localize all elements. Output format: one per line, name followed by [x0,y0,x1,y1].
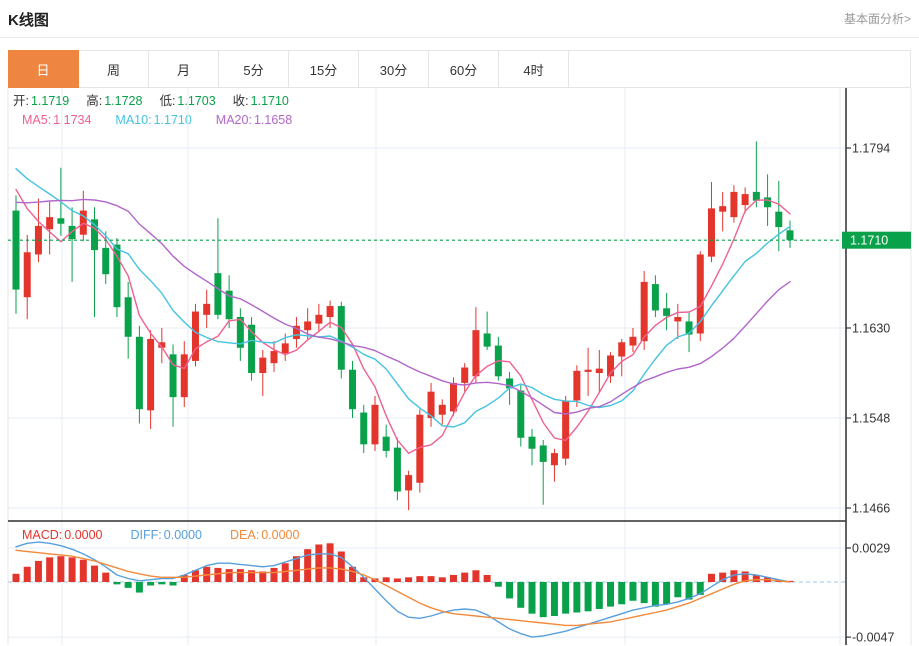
legend-label-ma20: MA20: [215,113,252,127]
legend-value-ma20: 1.1658 [253,113,293,127]
price-tick-label-3: 1.1466 [852,502,890,516]
legend-label-macd: MACD: [22,528,63,542]
candles-layer [12,141,794,511]
ma20-line [15,198,791,415]
legend-value-open: 1.1719 [30,94,70,108]
ma-legend-item-ma5: MA5: 1.1734 [22,113,91,128]
legend-label-ma10: MA10: [115,113,152,127]
legend-value-close: 1.1710 [250,94,289,108]
legend-label-diff: DIFF: [130,528,162,542]
current-price-badge-label: 1.1710 [850,234,888,248]
legend-label-ma5: MA5: [22,113,52,127]
macd-legend-item-diff: DIFF: 0.0000 [131,528,202,543]
macd-legend-item-macd: MACD: 0.0000 [22,528,103,543]
price-tick-label-0: 1.1794 [852,142,890,156]
fundamental-analysis-link[interactable]: 基本面分析> [843,12,911,26]
legend-value-low: 1.1703 [177,94,216,108]
ohlc-legend-item-close: 收: 1.1710 [233,94,289,109]
price-tick-label-2: 1.1548 [852,412,890,426]
ma-legend: MA5: 1.1734 MA10: 1.1710 MA20: 1.1658 [22,113,292,128]
ohlc-legend-item-low: 低: 1.1703 [159,94,215,109]
ma10-line [15,167,791,428]
current-price-badge [842,231,911,249]
legend-value-diff: 0.0000 [163,528,202,542]
legend-label-dea: DEA: [230,528,260,542]
macd-tick-label-0: 0.0029 [852,542,890,556]
tab-15min[interactable]: 15分 [289,51,359,87]
tab-30min[interactable]: 30分 [359,51,429,87]
diff-line [15,541,791,638]
legend-label-high: 高: [86,94,103,108]
macd-legend-item-dea: DEA: 0.0000 [230,528,299,543]
ma-legend-item-ma10: MA10: 1.1710 [115,113,191,128]
macd-legend: MACD: 0.0000 DIFF: 0.0000 DEA: 0.0000 [22,528,299,543]
macd-histogram-layer [12,543,794,618]
legend-value-macd: 0.0000 [64,528,103,542]
tab-4hour[interactable]: 4时 [499,51,569,87]
dea-line [15,549,791,627]
price-tick-label-1: 1.1630 [852,322,890,336]
legend-value-high: 1.1728 [104,94,143,108]
legend-label-low: 低: [159,94,176,108]
ma-legend-item-ma20: MA20: 1.1658 [216,113,292,128]
page-title: K线图 [8,12,49,29]
ohlc-legend-item-high: 高: 1.1728 [86,94,142,109]
legend-value-dea: 0.0000 [261,528,300,542]
ma5-line [15,188,791,454]
tab-week[interactable]: 周 [79,51,149,87]
tab-60min[interactable]: 60分 [429,51,499,87]
tab-day[interactable]: 日 [8,50,79,88]
legend-label-close: 收: [232,94,249,108]
legend-value-ma10: 1.1710 [153,113,192,127]
interval-tabs: 日周月 5分 15分 30分 60分 4时 [8,50,911,88]
tab-5min[interactable]: 5分 [219,51,289,87]
tab-month[interactable]: 月 [149,51,219,87]
ohlc-legend: 开: 1.1719 高: 1.1728 低: 1.1703 收: 1.1710 [13,94,289,109]
legend-value-ma5: 1.1734 [53,113,92,127]
legend-label-open: 开: [13,94,29,108]
macd-tick-label-1: -0.0047 [852,631,894,645]
ohlc-legend-item-open: 开: 1.1719 [13,94,69,109]
header-divider [0,37,919,38]
